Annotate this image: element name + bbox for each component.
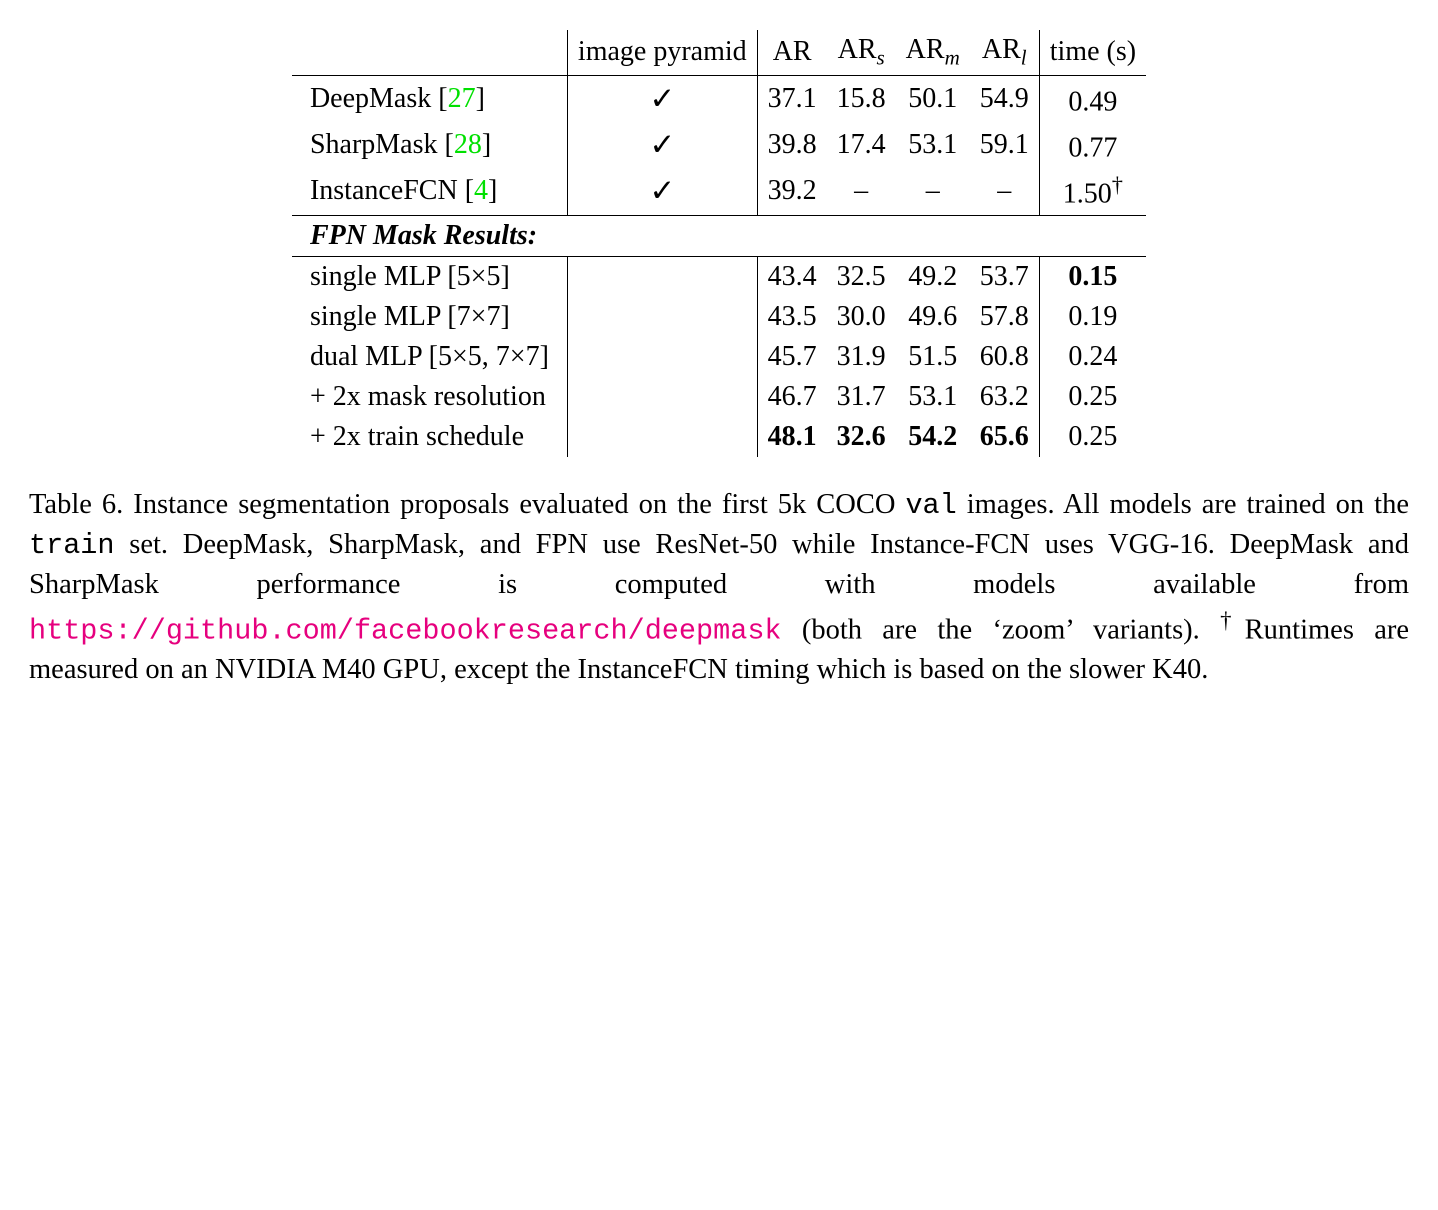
arm-cell: 49.6 — [896, 297, 970, 337]
ar-cell: 43.5 — [757, 297, 827, 337]
table-row: + 2x train schedule 48.1 32.6 54.2 65.6 … — [292, 417, 1146, 457]
arl-cell: 63.2 — [970, 377, 1040, 417]
arl-cell: 54.9 — [970, 75, 1040, 122]
header-pyramid: image pyramid — [567, 30, 757, 75]
ar-cell: 43.4 — [757, 256, 827, 297]
arl-cell: 59.1 — [970, 122, 1040, 168]
ars-cell: – — [827, 168, 896, 215]
arl-cell: 57.8 — [970, 297, 1040, 337]
ar-cell: 46.7 — [757, 377, 827, 417]
ars-cell: 31.9 — [827, 337, 896, 377]
arm-cell: 49.2 — [896, 256, 970, 297]
time-cell: 1.50† — [1039, 168, 1146, 215]
table-row: DeepMask [27] ✓ 37.1 15.8 50.1 54.9 0.49 — [292, 75, 1146, 122]
citation: 27 — [448, 83, 476, 114]
arm-cell: 53.1 — [896, 122, 970, 168]
section-header: FPN Mask Results: — [292, 215, 1146, 256]
header-ars: ARs — [827, 30, 896, 75]
method-cell: single MLP [5×5] — [292, 256, 567, 297]
method-cell: DeepMask [27] — [292, 75, 567, 122]
ars-cell: 32.5 — [827, 256, 896, 297]
url-link[interactable]: https://github.com/facebookresearch/deep… — [29, 614, 782, 647]
time-cell: 0.24 — [1039, 337, 1146, 377]
time-cell: 0.49 — [1039, 75, 1146, 122]
header-time: time (s) — [1039, 30, 1146, 75]
arm-cell: 53.1 — [896, 377, 970, 417]
citation: 4 — [474, 175, 488, 206]
arl-cell: – — [970, 168, 1040, 215]
time-cell: 0.25 — [1039, 377, 1146, 417]
header-arm: ARm — [896, 30, 970, 75]
header-empty — [292, 30, 567, 75]
time-cell: 0.15 — [1039, 256, 1146, 297]
ars-cell: 31.7 — [827, 377, 896, 417]
ars-cell: 32.6 — [827, 417, 896, 457]
ar-cell: 45.7 — [757, 337, 827, 377]
table-caption: Table 6. Instance segmentation proposals… — [29, 485, 1409, 690]
header-ar: AR — [757, 30, 827, 75]
method-cell: + 2x mask resolution — [292, 377, 567, 417]
time-cell: 0.25 — [1039, 417, 1146, 457]
arm-cell: – — [896, 168, 970, 215]
pyramid-cell — [567, 297, 757, 337]
time-cell: 0.19 — [1039, 297, 1146, 337]
citation: 28 — [454, 129, 482, 160]
ar-cell: 37.1 — [757, 75, 827, 122]
arm-cell: 51.5 — [896, 337, 970, 377]
table-row: + 2x mask resolution 46.7 31.7 53.1 63.2… — [292, 377, 1146, 417]
section-header-row: FPN Mask Results: — [292, 215, 1146, 256]
arl-cell: 53.7 — [970, 256, 1040, 297]
pyramid-cell — [567, 417, 757, 457]
pyramid-cell — [567, 256, 757, 297]
method-cell: + 2x train schedule — [292, 417, 567, 457]
method-cell: single MLP [7×7] — [292, 297, 567, 337]
ar-cell: 39.8 — [757, 122, 827, 168]
table-header-row: image pyramid AR ARs ARm ARl time (s) — [292, 30, 1146, 75]
table-row: single MLP [5×5] 43.4 32.5 49.2 53.7 0.1… — [292, 256, 1146, 297]
header-arl: ARl — [970, 30, 1040, 75]
table-row: InstanceFCN [4] ✓ 39.2 – – – 1.50† — [292, 168, 1146, 215]
pyramid-cell — [567, 377, 757, 417]
code-text: train — [29, 529, 115, 562]
pyramid-cell: ✓ — [567, 75, 757, 122]
method-cell: dual MLP [5×5, 7×7] — [292, 337, 567, 377]
dagger-symbol: † — [1220, 608, 1245, 633]
time-cell: 0.77 — [1039, 122, 1146, 168]
table-row: single MLP [7×7] 43.5 30.0 49.6 57.8 0.1… — [292, 297, 1146, 337]
method-cell: InstanceFCN [4] — [292, 168, 567, 215]
ar-cell: 39.2 — [757, 168, 827, 215]
arl-cell: 60.8 — [970, 337, 1040, 377]
pyramid-cell: ✓ — [567, 168, 757, 215]
code-text: val — [905, 489, 956, 522]
arl-cell: 65.6 — [970, 417, 1040, 457]
ars-cell: 30.0 — [827, 297, 896, 337]
pyramid-cell — [567, 337, 757, 377]
ars-cell: 17.4 — [827, 122, 896, 168]
ar-cell: 48.1 — [757, 417, 827, 457]
pyramid-cell: ✓ — [567, 122, 757, 168]
table-row: SharpMask [28] ✓ 39.8 17.4 53.1 59.1 0.7… — [292, 122, 1146, 168]
results-table: image pyramid AR ARs ARm ARl time (s) De… — [292, 30, 1146, 457]
method-cell: SharpMask [28] — [292, 122, 567, 168]
ars-cell: 15.8 — [827, 75, 896, 122]
table-row: dual MLP [5×5, 7×7] 45.7 31.9 51.5 60.8 … — [292, 337, 1146, 377]
arm-cell: 54.2 — [896, 417, 970, 457]
arm-cell: 50.1 — [896, 75, 970, 122]
